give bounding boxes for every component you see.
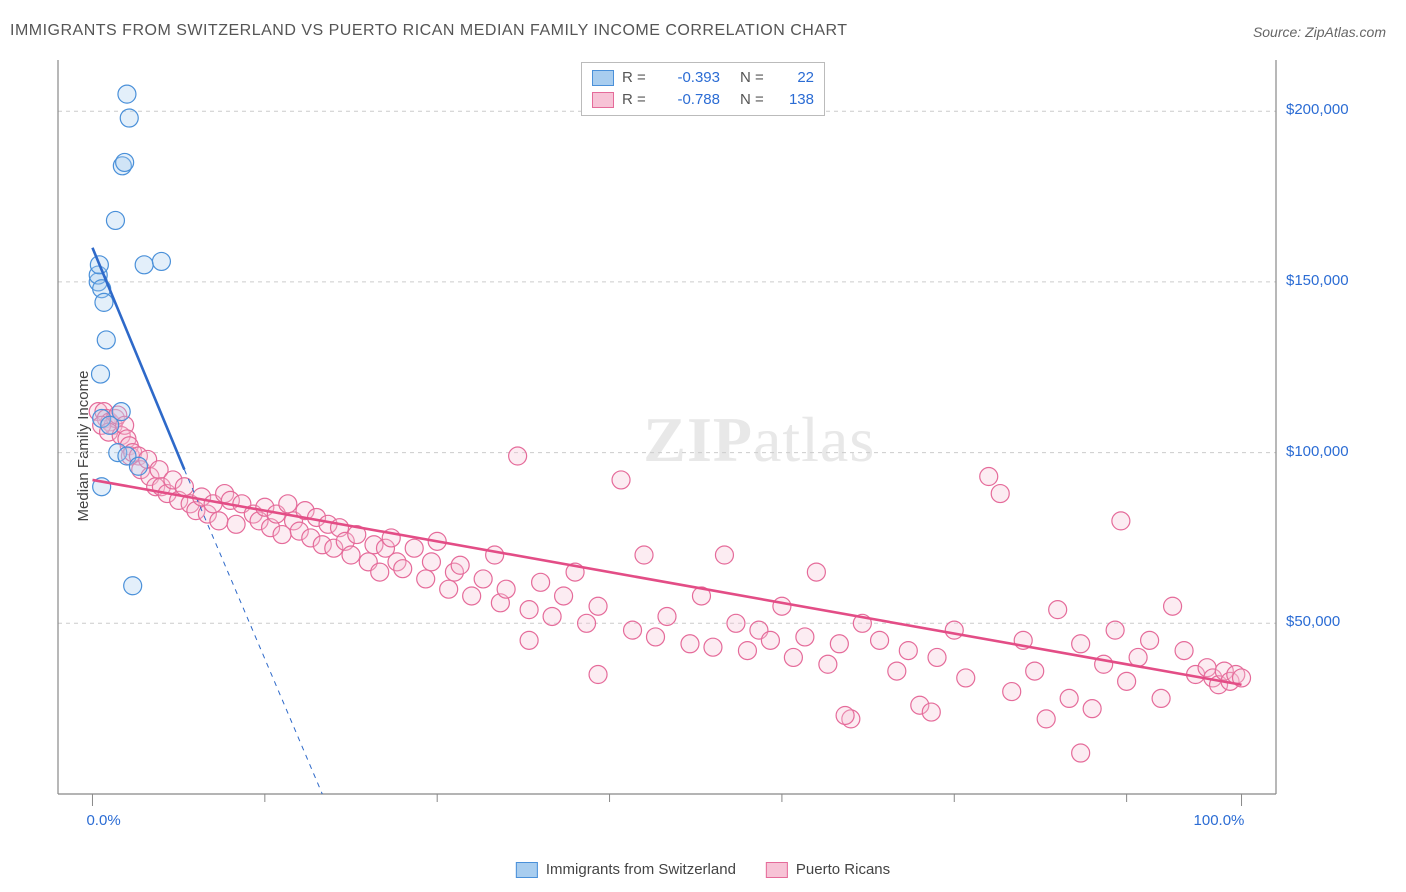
series-legend: Immigrants from Switzerland Puerto Rican… <box>516 861 890 878</box>
y-tick-label: $200,000 <box>1286 101 1349 118</box>
y-tick-label: $150,000 <box>1286 272 1349 289</box>
source-attribution: Source: ZipAtlas.com <box>1253 24 1386 40</box>
scatter-chart <box>52 56 1376 836</box>
legend-item-pr: Puerto Ricans <box>766 861 890 878</box>
n-label: N = <box>740 89 770 111</box>
x-tick-label: 100.0% <box>1194 812 1245 829</box>
legend-label-pr: Puerto Ricans <box>796 861 890 878</box>
r-label: R = <box>622 67 652 89</box>
n-value-swiss: 22 <box>778 67 814 89</box>
legend-row-swiss: R = -0.393 N = 22 <box>592 67 814 89</box>
y-tick-label: $100,000 <box>1286 443 1349 460</box>
r-value-pr: -0.788 <box>660 89 720 111</box>
r-value-swiss: -0.393 <box>660 67 720 89</box>
legend-item-swiss: Immigrants from Switzerland <box>516 861 736 878</box>
x-tick-label: 0.0% <box>86 812 120 829</box>
chart-title: IMMIGRANTS FROM SWITZERLAND VS PUERTO RI… <box>10 22 848 40</box>
swatch-swiss <box>516 862 538 878</box>
plot-area <box>52 56 1376 836</box>
swatch-pr <box>592 92 614 108</box>
r-label: R = <box>622 89 652 111</box>
correlation-legend: R = -0.393 N = 22 R = -0.788 N = 138 <box>581 62 825 116</box>
n-label: N = <box>740 67 770 89</box>
y-tick-label: $50,000 <box>1286 613 1340 630</box>
swatch-pr <box>766 862 788 878</box>
n-value-pr: 138 <box>778 89 814 111</box>
legend-row-pr: R = -0.788 N = 138 <box>592 89 814 111</box>
legend-label-swiss: Immigrants from Switzerland <box>546 861 736 878</box>
swatch-swiss <box>592 70 614 86</box>
